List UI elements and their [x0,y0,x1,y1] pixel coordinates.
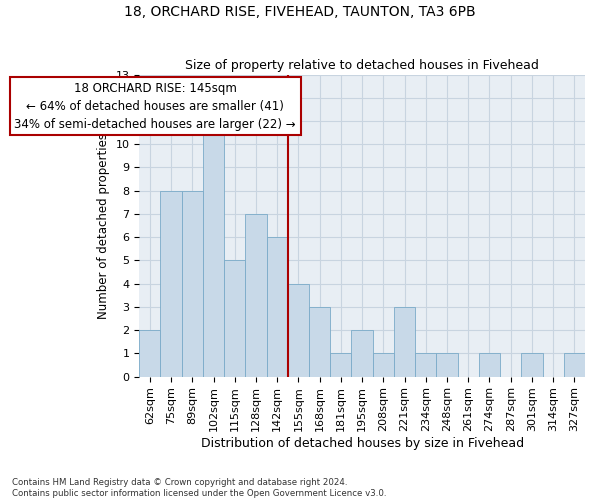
Bar [436,354,458,376]
Text: 18 ORCHARD RISE: 145sqm
← 64% of detached houses are smaller (41)
34% of semi-de: 18 ORCHARD RISE: 145sqm ← 64% of detache… [14,82,296,130]
Text: Contains HM Land Registry data © Crown copyright and database right 2024.
Contai: Contains HM Land Registry data © Crown c… [12,478,386,498]
Bar [224,260,245,376]
X-axis label: Distribution of detached houses by size in Fivehead: Distribution of detached houses by size … [200,437,524,450]
Bar [160,190,182,376]
Y-axis label: Number of detached properties: Number of detached properties [97,132,110,318]
Bar [288,284,309,376]
Bar [139,330,160,376]
Bar [245,214,266,376]
Bar [415,354,436,376]
Bar [521,354,542,376]
Bar [182,190,203,376]
Text: 18, ORCHARD RISE, FIVEHEAD, TAUNTON, TA3 6PB: 18, ORCHARD RISE, FIVEHEAD, TAUNTON, TA3… [124,5,476,19]
Bar [479,354,500,376]
Bar [373,354,394,376]
Title: Size of property relative to detached houses in Fivehead: Size of property relative to detached ho… [185,59,539,72]
Bar [309,307,330,376]
Bar [564,354,585,376]
Bar [352,330,373,376]
Bar [203,121,224,376]
Bar [394,307,415,376]
Bar [330,354,352,376]
Bar [266,237,288,376]
